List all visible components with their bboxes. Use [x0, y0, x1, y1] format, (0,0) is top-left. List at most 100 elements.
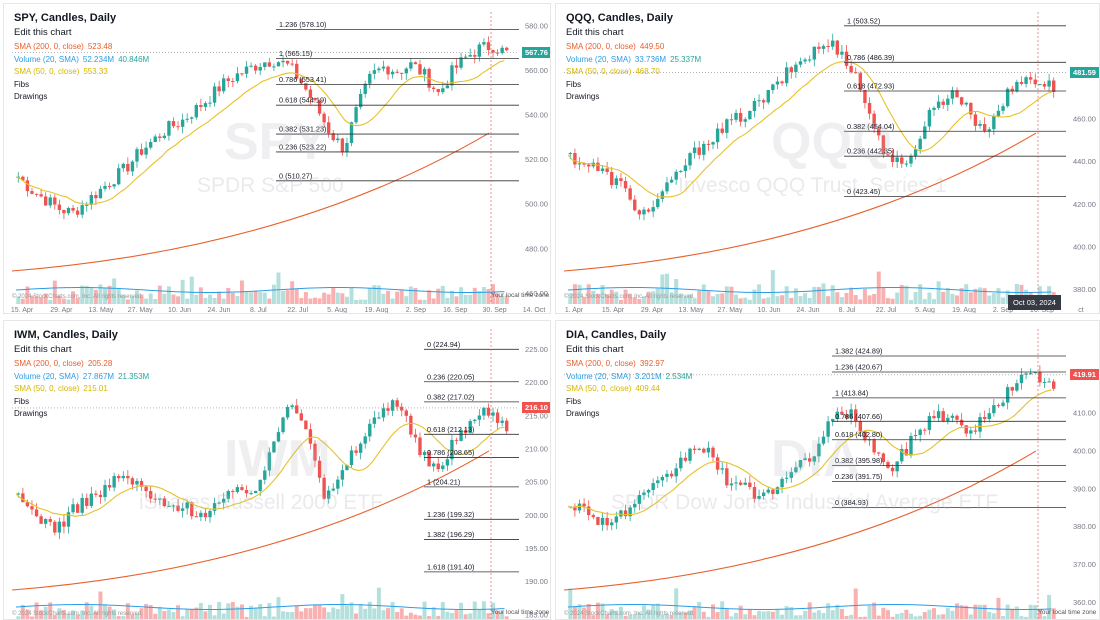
- volume-bar: [103, 287, 107, 304]
- candle-body: [702, 143, 706, 155]
- volume-bar: [372, 285, 377, 304]
- candle-body: [950, 415, 955, 418]
- volume-bar: [185, 609, 190, 619]
- edit-chart-link[interactable]: Edit this chart: [14, 344, 72, 355]
- volume-bar: [826, 296, 831, 304]
- volume-bar: [775, 608, 780, 619]
- volume-bar: [354, 299, 359, 304]
- candle-body: [107, 485, 112, 488]
- candle-body: [646, 490, 651, 493]
- volume-bar: [908, 299, 913, 304]
- volume-bar: [711, 296, 716, 304]
- volume-bar: [1014, 284, 1019, 304]
- candle-body: [71, 504, 75, 513]
- candle-body: [103, 485, 107, 498]
- y-tick-label: 205.00: [525, 478, 548, 487]
- volume-bar: [148, 605, 153, 619]
- volume-bar: [664, 613, 669, 619]
- volume-bar: [628, 293, 633, 304]
- volume-bar: [895, 292, 900, 304]
- y-tick-label: 540.00: [525, 111, 548, 120]
- candle-body: [692, 448, 697, 450]
- x-tick-label: 15. Apr: [602, 307, 625, 314]
- candle-body: [217, 86, 221, 92]
- candle-body: [605, 517, 609, 526]
- volume-bar: [922, 299, 927, 304]
- candle-body: [295, 405, 299, 414]
- volume-bar: [1019, 284, 1024, 304]
- candle-body: [317, 100, 322, 114]
- candle-body: [646, 209, 651, 212]
- candle-body: [775, 81, 780, 85]
- volume-bar: [803, 611, 808, 619]
- volume-bar: [253, 290, 258, 304]
- volume-bar: [75, 614, 80, 619]
- candle-body: [955, 415, 959, 420]
- candle-body: [436, 463, 440, 470]
- fib-level-label: 0.618 (212.13): [427, 425, 474, 434]
- fib-level-label: 1 (503.52): [847, 16, 880, 25]
- fib-level-label: 0.618 (544.19): [279, 96, 326, 105]
- candle-body: [53, 521, 57, 533]
- candle-body: [817, 46, 821, 49]
- volume-bar: [468, 613, 473, 619]
- volume-bar: [812, 612, 817, 619]
- fib-level-label: 0.786 (407.66): [835, 412, 882, 421]
- legend-sma200: SMA (200, 0, close) 523.48: [14, 42, 113, 51]
- volume-bar: [687, 294, 693, 304]
- volume-bar: [577, 604, 582, 619]
- chart-panel-spy[interactable]: SPY SPDR S&P 500 580.00 560.00 540.00 520.00 5…: [3, 3, 551, 314]
- candle-body: [139, 480, 144, 487]
- volume-bar: [358, 299, 363, 304]
- volume-bar: [922, 612, 927, 619]
- volume-bar: [582, 607, 587, 619]
- candle-body: [711, 447, 715, 458]
- volume-bar: [973, 288, 978, 304]
- candle-body: [619, 178, 623, 182]
- volume-bar: [885, 610, 890, 619]
- y-tick-label: 185.00: [525, 610, 548, 619]
- y-tick-label: 460.00: [1073, 115, 1096, 124]
- candle-body: [918, 138, 922, 150]
- candle-body: [75, 210, 80, 215]
- chart-panel-iwm[interactable]: IWM iShares Russell 2000 ETF 225.00 220.00 2…: [3, 320, 551, 620]
- candle-body: [413, 434, 418, 438]
- candle-body: [1042, 381, 1047, 383]
- legend-sma50: SMA (50, 0, close) 468.70: [566, 67, 660, 77]
- volume-bar: [770, 611, 775, 619]
- edit-chart-link[interactable]: Edit this chart: [566, 27, 624, 38]
- volume-bar: [839, 608, 844, 619]
- edit-chart-link[interactable]: Edit this chart: [14, 27, 72, 38]
- volume-bar: [116, 616, 121, 619]
- x-tick-label: 27. May: [718, 307, 743, 314]
- volume-bar: [481, 287, 486, 304]
- chart-panel-dia[interactable]: DIA SPDR Dow Jones Industrial Average ETF…: [555, 320, 1100, 620]
- volume-bar: [996, 597, 1001, 619]
- candle-body: [459, 430, 463, 441]
- candle-body: [679, 171, 683, 173]
- candle-body: [835, 411, 840, 420]
- volume-bar: [440, 602, 445, 619]
- candle-body: [459, 57, 463, 68]
- volume-bar: [720, 601, 725, 619]
- x-tick-label: 5. Aug: [327, 307, 347, 314]
- x-tick-label: 2. Sep: [406, 307, 426, 314]
- chart-panel-qqq[interactable]: QQQ Invesco QQQ Trust, Series 1 460.00 440.…: [555, 3, 1100, 314]
- y-tick-label: 210.00: [525, 444, 548, 453]
- candle-body: [706, 143, 711, 145]
- volume-bar: [331, 287, 336, 304]
- volume-bar: [203, 611, 208, 619]
- x-tick-label: 30. Sep: [483, 307, 507, 314]
- volume-bar: [955, 295, 960, 304]
- volume-bar: [683, 612, 688, 619]
- candle-body: [39, 194, 43, 197]
- y-tick-label: 480.00: [525, 244, 548, 253]
- volume-bar: [913, 292, 918, 304]
- candle-body: [927, 109, 932, 127]
- volume-bar: [784, 606, 789, 619]
- volume-bar: [89, 605, 94, 619]
- candle-body: [313, 443, 317, 461]
- fib-level-label: 0 (224.94): [427, 340, 460, 349]
- edit-chart-link[interactable]: Edit this chart: [566, 344, 624, 355]
- volume-bar: [157, 606, 162, 619]
